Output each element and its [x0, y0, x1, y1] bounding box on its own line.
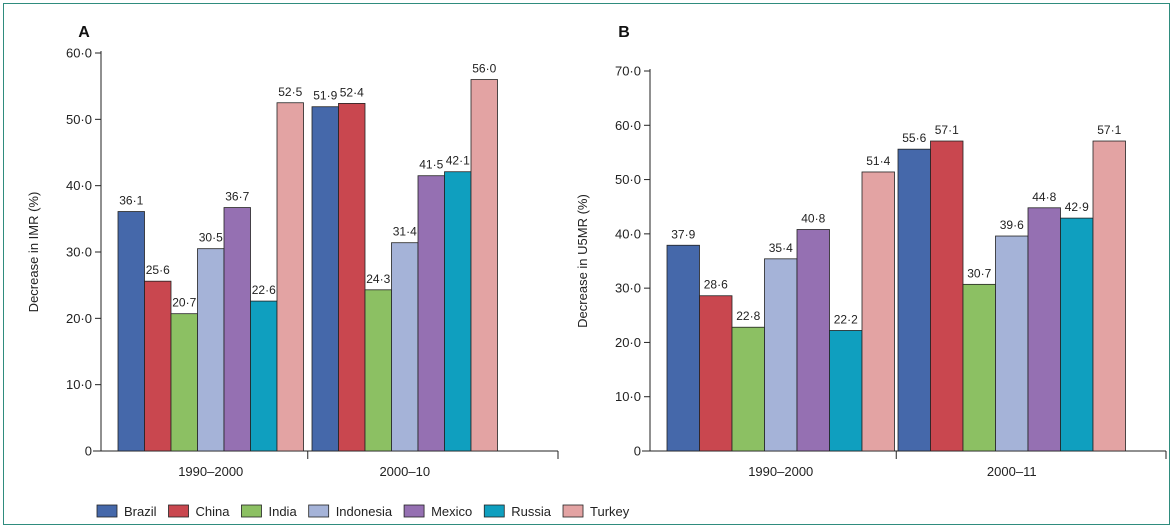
data-label: 55·6 — [902, 131, 926, 145]
data-label: 35·4 — [769, 241, 793, 255]
legend-label: Brazil — [124, 504, 157, 519]
bar — [250, 300, 278, 452]
legend-swatch — [241, 504, 262, 518]
y-axis-label: Decrease in U5MR (%) — [575, 194, 590, 328]
bar — [995, 235, 1029, 452]
data-label: 44·8 — [1032, 190, 1056, 204]
y-tick-label: 0 — [634, 444, 641, 459]
panel-label: A — [78, 24, 90, 41]
bar — [1027, 207, 1061, 452]
bar — [223, 207, 251, 452]
data-label: 52·5 — [278, 85, 302, 99]
y-tick-label: 60·0 — [66, 46, 92, 61]
y-tick-label: 0 — [85, 444, 92, 459]
data-label: 36·1 — [119, 194, 143, 208]
figure-frame — [3, 3, 1170, 525]
data-label: 40·8 — [801, 212, 825, 226]
bar — [731, 326, 765, 452]
bar — [338, 103, 366, 452]
data-label: 37·9 — [671, 227, 695, 241]
bar — [144, 280, 172, 452]
legend-swatch — [483, 504, 505, 518]
bar — [796, 229, 830, 452]
data-label: 31·4 — [393, 225, 417, 239]
data-label: 57·1 — [1097, 123, 1121, 137]
y-tick-label: 30·0 — [615, 281, 641, 296]
data-label: 25·6 — [146, 263, 170, 277]
panel-a: A 0 10·0 20·0 30·0 40·0 50·0 60·0 Decrease in IM… — [26, 24, 559, 479]
y-tick-label: 50·0 — [66, 112, 92, 127]
data-label: 28·6 — [704, 278, 728, 292]
bar — [829, 330, 863, 452]
legend-swatch — [96, 504, 118, 518]
bar — [417, 175, 445, 452]
data-label: 22·2 — [834, 312, 858, 326]
bar — [117, 211, 145, 452]
y-axis-label: Decrease in IMR (%) — [26, 192, 41, 313]
data-label: 56·0 — [472, 62, 496, 76]
legend-label: Russia — [511, 504, 552, 519]
bar — [861, 171, 895, 452]
bar — [1060, 217, 1094, 452]
data-label: 41·5 — [419, 158, 443, 172]
category-label: 2000–10 — [379, 464, 430, 479]
y-tick-label: 60·0 — [615, 118, 641, 133]
legend-label: Mexico — [431, 504, 472, 519]
panel-label: B — [618, 24, 630, 41]
data-label: 22·6 — [252, 283, 276, 297]
data-label: 51·9 — [313, 89, 337, 103]
bar — [666, 244, 700, 452]
data-label: 52·4 — [340, 85, 364, 99]
bar — [391, 242, 419, 452]
legend-swatch — [308, 504, 330, 518]
y-tick-label: 20·0 — [66, 311, 92, 326]
legend-label: India — [268, 504, 297, 519]
panel-b: B 0 10·0 20·0 30·0 40·0 50·0 60·0 70·0 Decrease i… — [575, 24, 1167, 479]
bar — [930, 140, 964, 452]
y-tick-label: 10·0 — [66, 377, 92, 392]
data-label: 42·9 — [1065, 200, 1089, 214]
data-label: 42·1 — [446, 154, 470, 168]
bar — [699, 295, 733, 452]
bar — [962, 283, 996, 452]
legend-label: Turkey — [590, 504, 630, 519]
y-tick-label: 10·0 — [615, 389, 641, 404]
bar — [276, 102, 304, 452]
legend: Brazil China India Indonesia Mexico Russia Tur… — [96, 504, 630, 519]
data-label: 57·1 — [935, 123, 959, 137]
y-tick-label: 30·0 — [66, 245, 92, 260]
legend-label: Indonesia — [336, 504, 393, 519]
bar — [311, 106, 339, 452]
bar — [897, 148, 931, 452]
category-label: 1990–2000 — [178, 464, 243, 479]
y-tick-label: 40·0 — [66, 178, 92, 193]
bar — [764, 258, 798, 452]
bar — [364, 289, 392, 452]
data-label: 24·3 — [366, 272, 390, 286]
bar — [197, 248, 225, 452]
data-label: 30·5 — [199, 231, 223, 245]
legend-swatch — [403, 504, 425, 518]
data-label: 39·6 — [1000, 218, 1024, 232]
data-label: 30·7 — [967, 266, 991, 280]
bar — [470, 79, 498, 452]
y-tick-label: 20·0 — [615, 335, 641, 350]
legend-label: China — [196, 504, 231, 519]
legend-swatch — [168, 504, 189, 518]
data-label: 20·7 — [172, 296, 196, 310]
data-label: 51·4 — [866, 154, 890, 168]
category-label: 2000–11 — [987, 464, 1037, 479]
bar — [1092, 140, 1126, 452]
data-label: 22·8 — [736, 309, 760, 323]
bar — [444, 171, 472, 452]
data-label: 36·7 — [225, 190, 249, 204]
y-tick-label: 50·0 — [615, 172, 641, 187]
category-label: 1990–2000 — [748, 464, 813, 479]
bar — [170, 313, 198, 452]
legend-swatch — [562, 504, 584, 518]
y-tick-label: 40·0 — [615, 226, 641, 241]
y-tick-label: 70·0 — [615, 64, 641, 79]
